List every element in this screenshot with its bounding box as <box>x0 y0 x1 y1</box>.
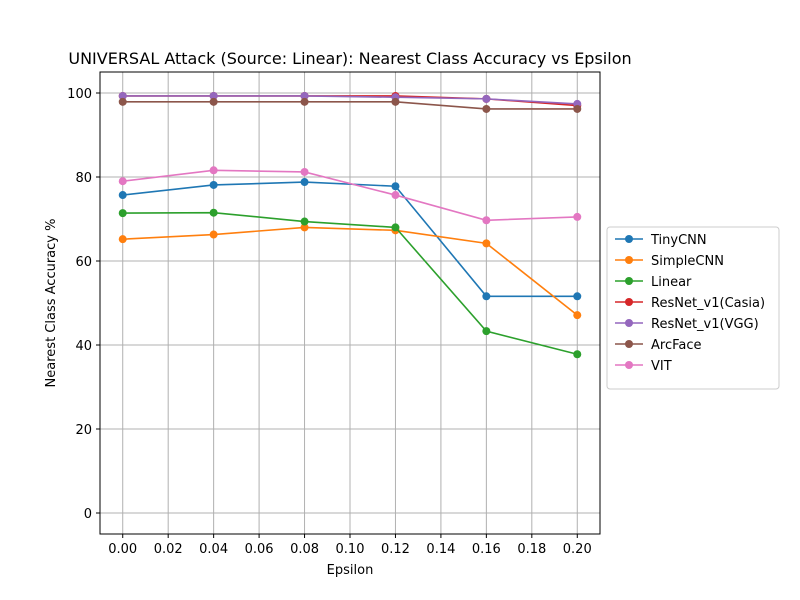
data-point-vit <box>300 167 309 176</box>
data-point-linear <box>209 208 218 217</box>
x-tick-label: 0.14 <box>426 542 455 557</box>
series-vit <box>118 166 582 225</box>
x-tick-label: 0.00 <box>108 542 137 557</box>
legend-marker <box>625 298 633 306</box>
data-point-vit <box>573 212 582 221</box>
x-tick-label: 0.06 <box>245 542 274 557</box>
data-point-tinycnn <box>209 180 218 189</box>
data-point-simplecnn <box>300 223 309 232</box>
x-tick-label: 0.10 <box>336 542 365 557</box>
y-tick-label: 20 <box>75 423 92 438</box>
data-point-linear <box>482 327 491 336</box>
x-tick-label: 0.20 <box>563 542 592 557</box>
axis-ticks: 0.00 0.02 0.04 0.06 0.08 0.10 0.12 0.14 0.16 0.18… <box>67 87 592 557</box>
legend-marker <box>625 235 633 243</box>
data-point-vit <box>482 216 491 225</box>
series-simplecnn <box>118 223 582 320</box>
data-point-resnet-v1-vgg <box>300 91 309 100</box>
legend-label: ResNet_v1(Casia) <box>651 296 765 311</box>
chart-title: UNIVERSAL Attack (Source: Linear): Neare… <box>68 49 631 68</box>
data-point-simplecnn <box>482 239 491 248</box>
series-line-resnet-v1-vgg <box>122 95 578 105</box>
legend-item: TinyCNN <box>615 233 707 248</box>
y-tick-label: 60 <box>75 255 92 270</box>
legend-box <box>606 226 780 390</box>
y-axis-label: Nearest Class Accuracy % <box>44 219 59 388</box>
legend-label: TinyCNN <box>650 233 707 248</box>
data-point-vit <box>391 191 400 200</box>
data-point-arcface <box>209 97 218 106</box>
data-point-arcface <box>300 97 309 106</box>
data-point-tinycnn <box>118 191 127 200</box>
grid <box>100 72 600 534</box>
data-point-resnet-v1-vgg <box>118 91 127 100</box>
legend-marker <box>625 277 633 285</box>
data-point-vit <box>118 177 127 186</box>
data-point-simplecnn <box>573 311 582 320</box>
data-point-resnet-v1-vgg <box>209 91 218 100</box>
y-tick-label: 40 <box>75 339 92 354</box>
series-line-linear <box>122 211 578 356</box>
legend-label: SimpleCNN <box>651 254 724 269</box>
data-point-resnet-v1-vgg <box>482 94 491 103</box>
legend-marker <box>625 256 633 264</box>
data-point-simplecnn <box>118 235 127 244</box>
legend-item: Linear <box>615 275 692 290</box>
x-axis-label: Epsilon <box>327 563 374 578</box>
legend-label: ArcFace <box>651 338 702 353</box>
legend-item: ResNet_v1(VGG) <box>615 317 759 332</box>
series-line-simplecnn <box>122 226 578 316</box>
data-point-tinycnn <box>300 178 309 187</box>
data-point-arcface <box>573 104 582 113</box>
series-layer <box>118 91 582 359</box>
legend-marker <box>625 319 633 327</box>
data-point-linear <box>391 223 400 232</box>
data-point-arcface <box>391 97 400 106</box>
data-point-linear <box>300 217 309 226</box>
x-tick-label: 0.08 <box>290 542 319 557</box>
data-point-arcface <box>118 97 127 106</box>
data-point-linear <box>118 209 127 218</box>
series-line-vit <box>122 169 578 222</box>
series-arcface <box>118 97 582 113</box>
data-point-tinycnn <box>573 292 582 301</box>
data-point-simplecnn <box>209 230 218 239</box>
legend-label: VIT <box>651 359 672 374</box>
legend-marker <box>625 361 633 369</box>
data-point-linear <box>573 350 582 359</box>
data-point-tinycnn <box>482 292 491 301</box>
legend-item: VIT <box>615 359 672 374</box>
legend-item: SimpleCNN <box>615 254 724 269</box>
x-tick-label: 0.02 <box>154 542 183 557</box>
series-line-arcface <box>122 101 578 110</box>
legend-item: ResNet_v1(Casia) <box>615 296 765 311</box>
data-point-arcface <box>482 104 491 113</box>
x-tick-label: 0.18 <box>517 542 546 557</box>
legend-item: ArcFace <box>615 338 702 353</box>
legend-label: ResNet_v1(VGG) <box>651 317 759 332</box>
y-tick-label: 80 <box>75 171 92 186</box>
series-resnet-v1-vgg <box>118 91 582 108</box>
series-linear <box>118 208 582 359</box>
legend-marker <box>625 340 633 348</box>
y-tick-label: 100 <box>67 87 92 102</box>
x-tick-label: 0.16 <box>472 542 501 557</box>
legend: TinyCNN SimpleCNN Linear ResNet_v1(Casia) Re… <box>606 226 780 390</box>
y-tick-label: 0 <box>84 507 92 522</box>
data-point-tinycnn <box>391 182 400 191</box>
data-point-vit <box>209 166 218 175</box>
x-tick-label: 0.12 <box>381 542 410 557</box>
x-tick-label: 0.04 <box>199 542 228 557</box>
legend-label: Linear <box>651 275 692 290</box>
